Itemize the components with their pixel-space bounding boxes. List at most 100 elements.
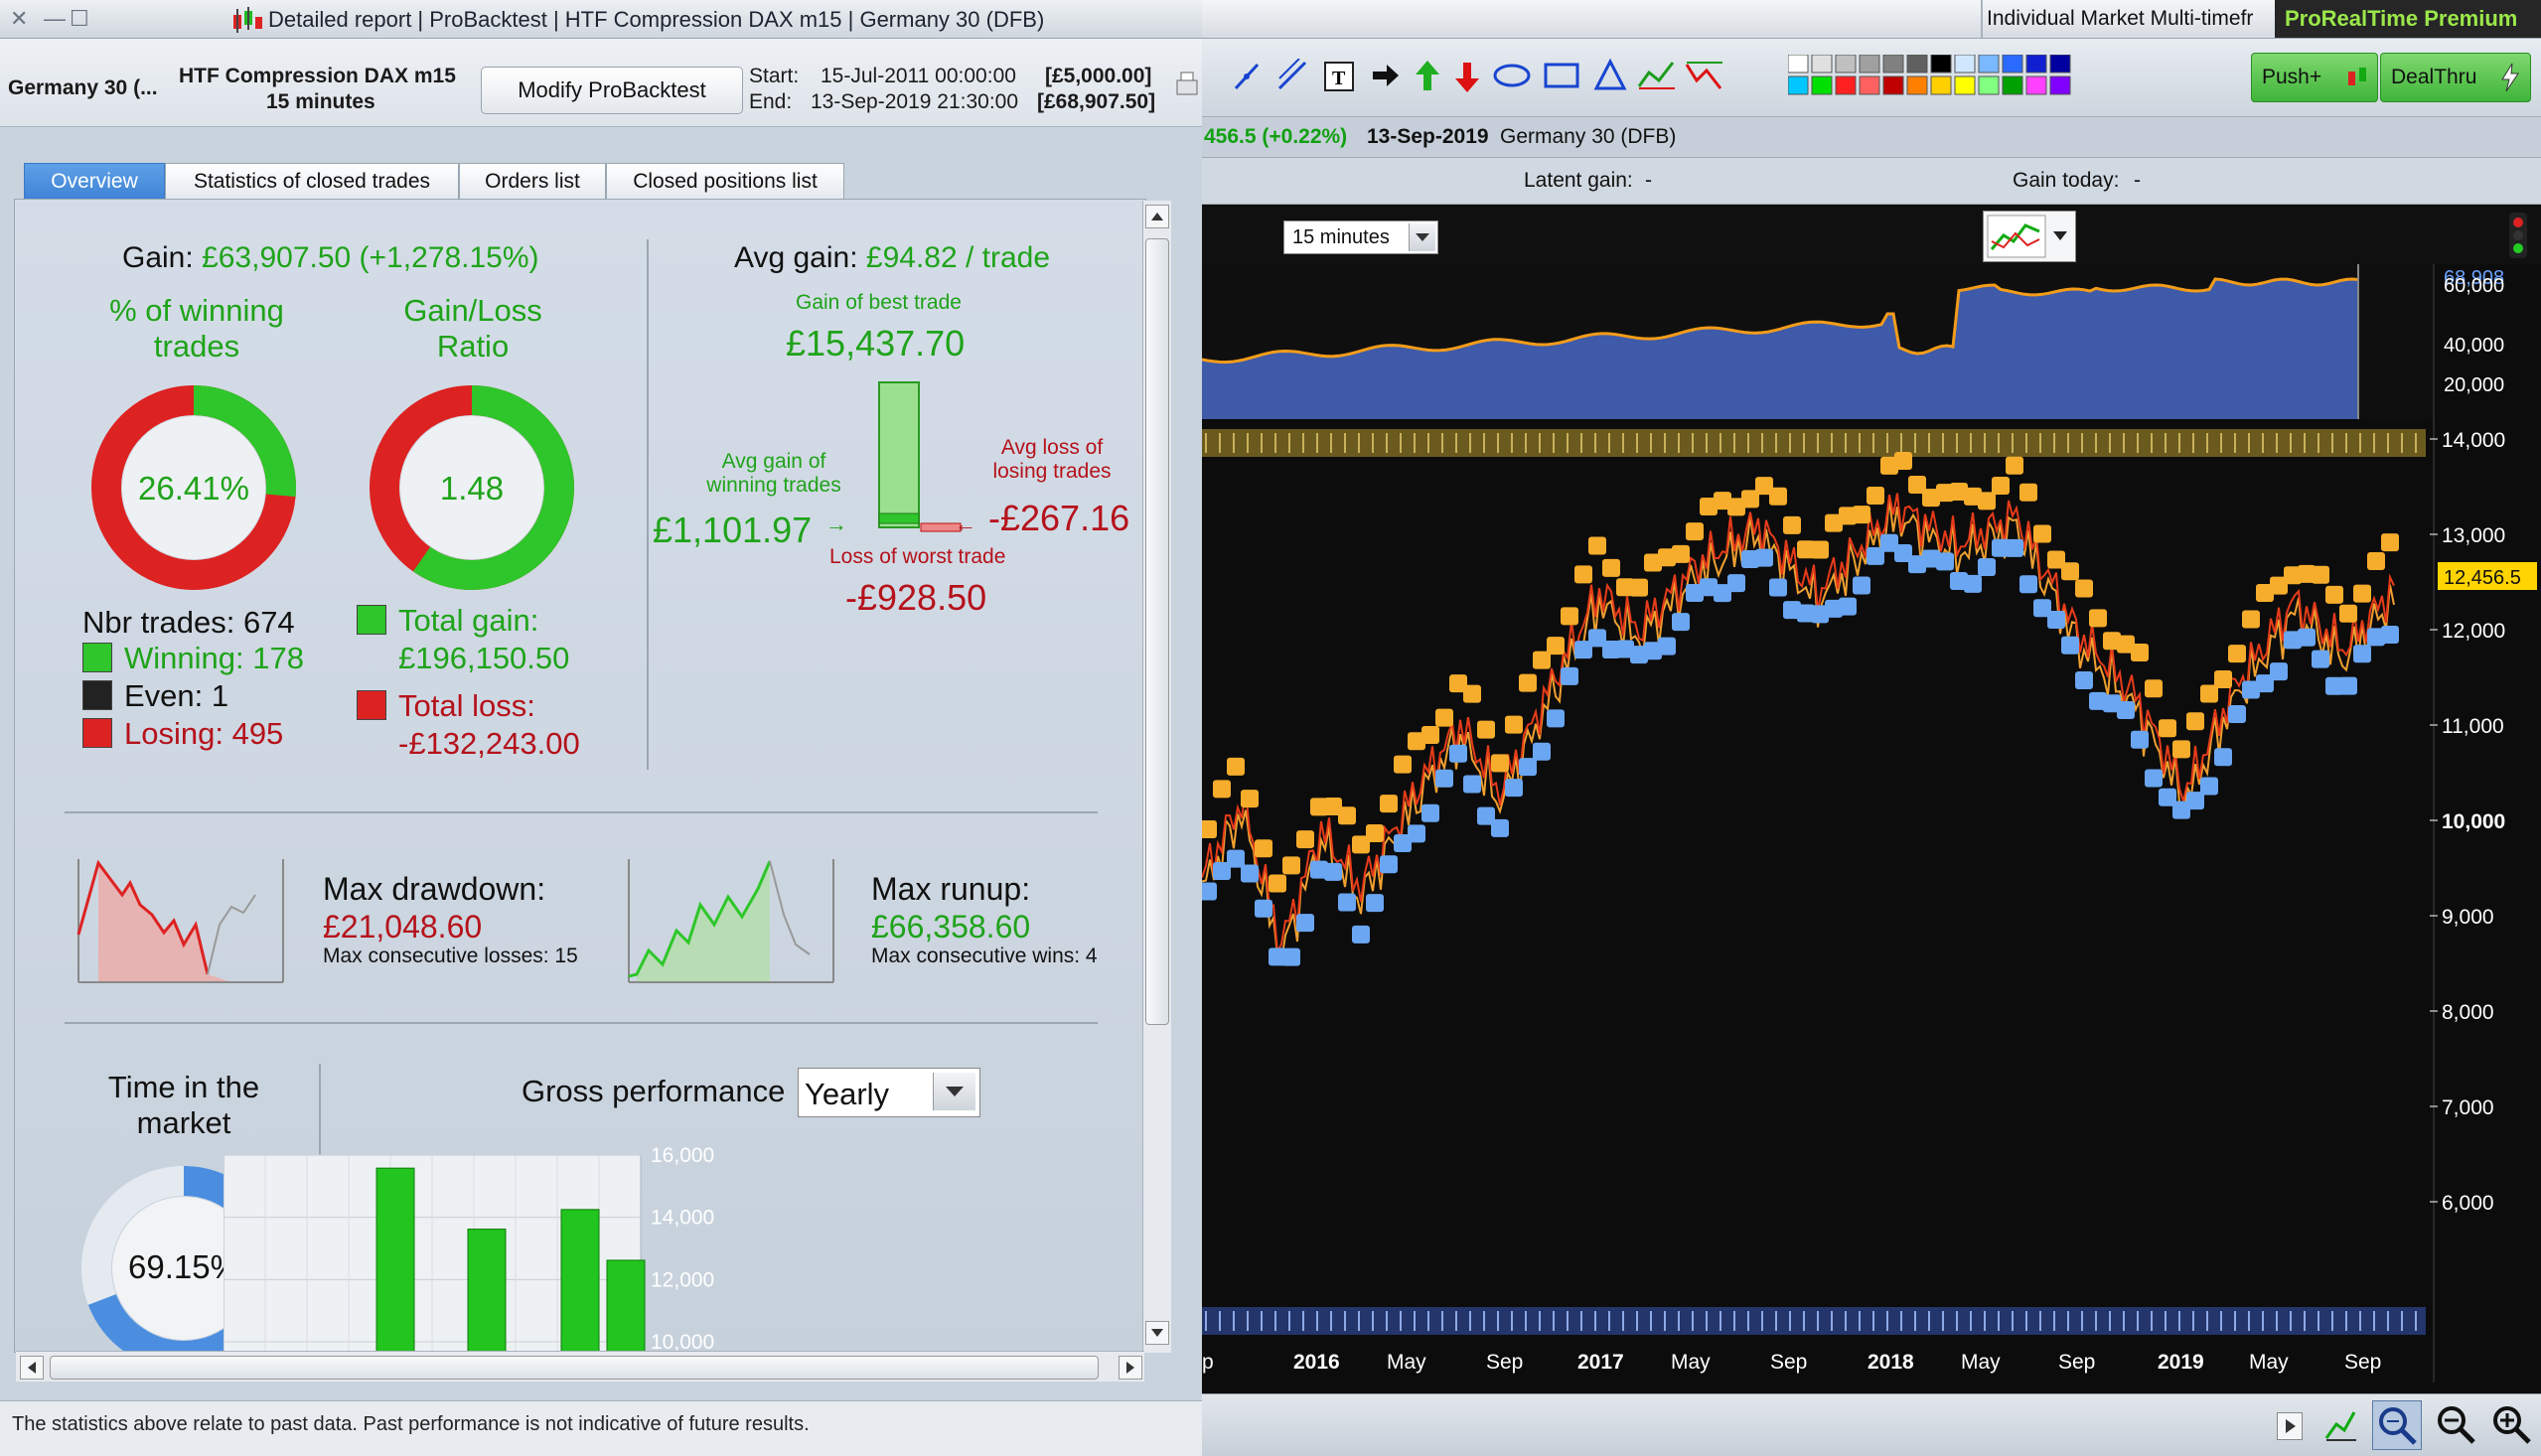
runup-sparkline xyxy=(628,859,834,983)
end-capital: [£68,907.50] xyxy=(1037,90,1156,113)
tab-closed-positions-list[interactable]: Closed positions list xyxy=(606,163,844,201)
sell-arrow-icon[interactable] xyxy=(1452,59,1482,94)
scroll-right-icon[interactable] xyxy=(2277,1412,2303,1440)
long-signal-marker xyxy=(1686,584,1704,603)
zoom-in-icon[interactable] xyxy=(2487,1400,2535,1448)
long-signal-marker xyxy=(1797,604,1815,623)
maximize-icon[interactable]: ☐ xyxy=(70,6,89,31)
latent-gain-label: Latent gain: xyxy=(1524,169,1633,192)
short-signal-marker xyxy=(1477,720,1495,739)
palette-swatch xyxy=(1788,55,1809,73)
short-signal-marker xyxy=(1519,673,1537,692)
chevron-down-icon[interactable] xyxy=(1409,223,1435,251)
rectangle-tool-icon[interactable] xyxy=(1542,59,1581,92)
palette-swatch xyxy=(1835,55,1857,73)
print-icon[interactable] xyxy=(1174,69,1200,108)
indicator-menu-button[interactable] xyxy=(1983,211,2076,262)
drawdown-sparkline xyxy=(76,859,284,983)
scroll-down-icon[interactable] xyxy=(1145,1321,1169,1345)
scroll-thumb[interactable] xyxy=(1145,238,1169,1025)
short-signal-marker xyxy=(1797,540,1815,559)
long-signal-marker xyxy=(2019,575,2037,594)
minimize-icon[interactable]: — xyxy=(44,6,66,31)
total-gain-legend-square xyxy=(357,605,386,635)
short-signal-marker xyxy=(2145,679,2163,698)
trend-line-icon[interactable] xyxy=(1275,59,1309,94)
time-in-market-value: 69.15% xyxy=(128,1248,239,1285)
long-signal-marker xyxy=(2284,631,2302,650)
gross-performance-period-select[interactable]: Yearly xyxy=(798,1068,980,1117)
long-signal-marker xyxy=(1867,546,1884,565)
tab-overview[interactable]: Overview xyxy=(24,163,165,201)
scroll-left-icon[interactable] xyxy=(20,1356,44,1380)
tab-statistics-closed-trades[interactable]: Statistics of closed trades xyxy=(165,163,459,201)
long-signal-marker xyxy=(1533,742,1551,761)
zoom-out-icon[interactable] xyxy=(2432,1400,2479,1448)
auto-scale-icon[interactable] xyxy=(2322,1404,2358,1444)
short-signal-marker xyxy=(1213,780,1231,799)
report-horizontal-scrollbar[interactable] xyxy=(16,1351,1144,1382)
ellipse-tool-icon[interactable] xyxy=(1492,61,1532,90)
long-signal-marker xyxy=(2103,694,2121,713)
palette-swatch xyxy=(2049,75,2071,95)
short-signal-marker xyxy=(1880,456,1898,475)
timeframe-select[interactable]: 15 minutes xyxy=(1283,220,1438,254)
total-gain-value: £196,150.50 xyxy=(398,641,570,675)
short-signal-marker xyxy=(2089,609,2107,628)
avg-gain-headline: Avg gain: £94.82 / trade xyxy=(734,241,1051,274)
candlestick-icon xyxy=(2348,68,2366,85)
long-signal-marker xyxy=(1658,637,1676,655)
max-drawdown-label: Max drawdown: xyxy=(323,871,546,907)
chevron-down-icon[interactable] xyxy=(933,1073,975,1110)
brand-name: ProRealTime Premium xyxy=(2285,6,2518,31)
zigzag-red-icon[interactable] xyxy=(1685,59,1724,92)
timeframe-bar: 15 minutes xyxy=(1202,205,2541,264)
price-axis-label: 7,000 xyxy=(2442,1096,2494,1119)
color-palette[interactable] xyxy=(1788,55,2076,100)
short-signal-marker xyxy=(1741,490,1759,509)
short-signal-marker xyxy=(1630,578,1648,597)
short-signal-marker xyxy=(1394,755,1412,774)
gross-performance-bar xyxy=(560,1209,600,1352)
price-axis-label: 11,000 xyxy=(2442,715,2504,738)
chart-tab-title[interactable]: Individual Market Multi-timefr xyxy=(1987,7,2254,30)
short-signal-marker xyxy=(2200,684,2218,703)
y-tick-label: 10,000 xyxy=(651,1331,714,1352)
long-signal-marker xyxy=(1324,862,1342,881)
worst-trade-label: Loss of worst trade xyxy=(829,545,1006,568)
scroll-up-icon[interactable] xyxy=(1145,205,1169,228)
buy-arrow-icon[interactable] xyxy=(1413,59,1442,94)
short-signal-marker xyxy=(1310,798,1328,816)
long-signal-marker xyxy=(2381,626,2399,645)
tab-orders-list[interactable]: Orders list xyxy=(459,163,606,201)
long-signal-marker xyxy=(2325,676,2343,695)
text-tool-icon[interactable]: T xyxy=(1323,59,1355,94)
scroll-right-icon[interactable] xyxy=(1119,1356,1142,1380)
long-signal-marker xyxy=(2006,538,2023,557)
x-axis-label: Sep xyxy=(2344,1351,2381,1374)
cursor-line-icon[interactable] xyxy=(1232,59,1262,94)
gain-today-value: - xyxy=(2134,169,2141,192)
short-signal-marker xyxy=(2325,585,2343,604)
palette-swatch xyxy=(1978,75,2000,95)
report-vertical-scrollbar[interactable] xyxy=(1142,201,1171,1353)
long-signal-marker xyxy=(1672,613,1690,632)
arrow-tool-icon[interactable] xyxy=(1371,61,1401,90)
short-signal-marker xyxy=(1463,684,1481,703)
scroll-thumb[interactable] xyxy=(50,1356,1099,1380)
long-signal-marker xyxy=(1269,947,1286,966)
close-icon[interactable]: ✕ xyxy=(10,6,29,31)
gain-headline: Gain: £63,907.50 (+1,278.15%) xyxy=(122,241,539,275)
price-axis-label: 6,000 xyxy=(2442,1192,2494,1215)
zigzag-green-icon[interactable] xyxy=(1637,59,1677,92)
modify-probacktest-button[interactable]: Modify ProBacktest xyxy=(481,67,743,114)
push-plus-button[interactable]: Push+ xyxy=(2251,53,2378,102)
zoom-fit-button[interactable] xyxy=(2372,1400,2422,1450)
lightning-icon xyxy=(2501,63,2519,92)
palette-swatch xyxy=(1835,75,1857,95)
triangle-tool-icon[interactable] xyxy=(1593,59,1627,92)
dealthru-button[interactable]: DealThru xyxy=(2380,53,2531,102)
brand-badge: ProRealTime Premium xyxy=(2275,0,2541,38)
palette-swatch xyxy=(1954,55,1976,73)
